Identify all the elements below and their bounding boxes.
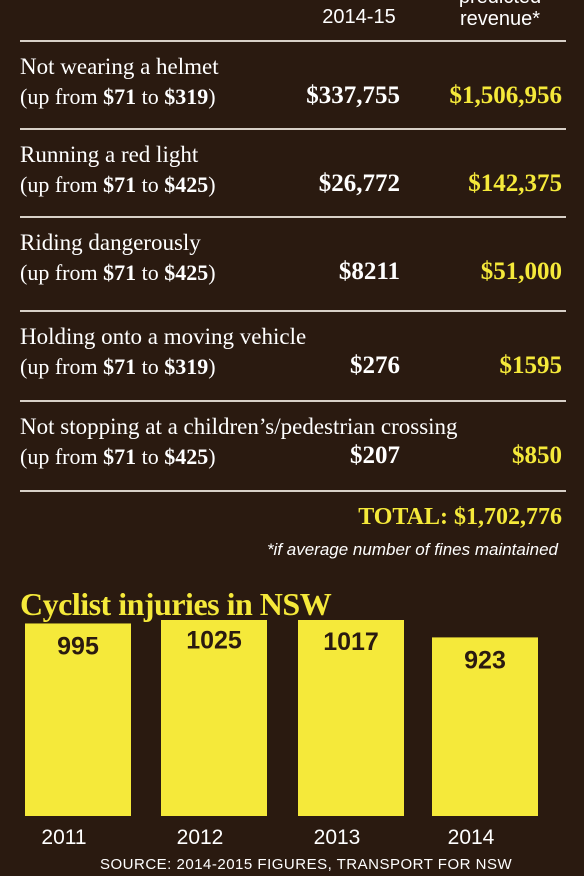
- predicted-revenue: $850: [512, 442, 562, 469]
- data-label: 1017: [323, 628, 379, 656]
- data-label: 995: [57, 632, 99, 660]
- revenue-2014-15: $337,755: [306, 82, 400, 109]
- fine-increase-prefix: (up from: [20, 172, 104, 197]
- new-fine: $425: [164, 260, 209, 285]
- bar-2012: [161, 620, 267, 816]
- fine-increase-mid: to: [136, 260, 165, 285]
- x-tick-label: 2011: [41, 826, 86, 849]
- fine-increase-prefix: (up from: [20, 84, 104, 109]
- predicted-revenue: $51,000: [480, 258, 562, 285]
- divider: [20, 216, 566, 218]
- offence-label: Not stopping at a children’s/pedestrian …: [20, 414, 458, 439]
- total-revenue: TOTAL: $1,702,776: [358, 504, 562, 530]
- predicted-revenue: $1595: [499, 352, 563, 379]
- bar-2011: [25, 623, 131, 816]
- revenue-2014-15: $276: [350, 352, 400, 379]
- bar-2013: [298, 620, 404, 816]
- bar-2014: [432, 637, 538, 816]
- new-fine: $425: [164, 444, 209, 469]
- data-label: 923: [464, 646, 506, 674]
- fine-row: Riding dangerously (up from $71 to $425) $…: [0, 228, 584, 298]
- new-fine: $319: [164, 84, 209, 109]
- fine-increase-suffix: ): [208, 260, 216, 285]
- offence-label: Not wearing a helmet: [20, 54, 219, 79]
- divider: [20, 40, 566, 42]
- divider: [20, 400, 566, 402]
- source-credit: SOURCE: 2014-2015 FIGURES, TRANSPORT FOR…: [100, 856, 513, 873]
- footnote: *if average number of fines maintained: [266, 540, 558, 559]
- fine-increase-prefix: (up from: [20, 444, 104, 469]
- offence-label: Holding onto a moving vehicle: [20, 324, 307, 349]
- column-header-2014-15: 2014-15: [322, 6, 396, 28]
- fine-increase-mid: to: [136, 84, 165, 109]
- divider: [20, 310, 566, 312]
- fine-increase-mid: to: [136, 354, 165, 379]
- column-header-line-2: revenue*: [459, 8, 541, 30]
- fine-increase: (up from $71 to $425): [20, 258, 216, 288]
- revenue-2014-15: $207: [350, 442, 400, 469]
- fine-increase: (up from $71 to $319): [20, 352, 216, 382]
- old-fine: $71: [103, 444, 137, 469]
- fine-increase-mid: to: [136, 172, 165, 197]
- fine-row: Running a red light (up from $71 to $425)…: [0, 140, 584, 210]
- fine-increase: (up from $71 to $425): [20, 170, 216, 200]
- old-fine: $71: [103, 354, 137, 379]
- fine-increase-suffix: ): [208, 444, 216, 469]
- old-fine: $71: [103, 172, 137, 197]
- old-fine: $71: [103, 84, 137, 109]
- fine-row: Not stopping at a children’s/pedestrian …: [0, 412, 584, 482]
- old-fine: $71: [103, 260, 137, 285]
- predicted-revenue: $142,375: [468, 170, 562, 197]
- fine-increase-suffix: ): [208, 172, 216, 197]
- fine-increase: (up from $71 to $319): [20, 82, 216, 112]
- new-fine: $319: [164, 354, 209, 379]
- injuries-bar-chart: 995 2011 1025 2012 1017 2013 923 2014: [25, 620, 538, 849]
- fine-increase-mid: to: [136, 444, 165, 469]
- fine-increase: (up from $71 to $425): [20, 442, 216, 472]
- x-tick-label: 2012: [177, 826, 224, 849]
- table-header: 2014-15 predicted revenue*: [0, 0, 584, 40]
- revenue-2014-15: $8211: [338, 258, 400, 285]
- x-tick-label: 2013: [314, 826, 361, 849]
- fine-increase-prefix: (up from: [20, 354, 104, 379]
- data-label: 1025: [186, 627, 242, 655]
- fine-row: Holding onto a moving vehicle (up from $7…: [0, 322, 584, 392]
- divider: [20, 128, 566, 130]
- new-fine: $425: [164, 172, 209, 197]
- offence-label: Running a red light: [20, 142, 199, 167]
- divider: [20, 490, 566, 492]
- chart-title: Cyclist injuries in NSW: [20, 586, 332, 622]
- revenue-2014-15: $26,772: [318, 170, 400, 197]
- column-header-line-1: predicted: [430, 0, 570, 8]
- column-header-predicted-revenue: predicted revenue*: [430, 0, 570, 30]
- offence-label: Riding dangerously: [20, 230, 201, 255]
- x-tick-label: 2014: [448, 826, 495, 849]
- predicted-revenue: $1,506,956: [449, 82, 563, 109]
- fine-increase-suffix: ): [208, 84, 216, 109]
- fine-row: Not wearing a helmet (up from $71 to $319…: [0, 52, 584, 122]
- fine-increase-prefix: (up from: [20, 260, 104, 285]
- fine-increase-suffix: ): [208, 354, 216, 379]
